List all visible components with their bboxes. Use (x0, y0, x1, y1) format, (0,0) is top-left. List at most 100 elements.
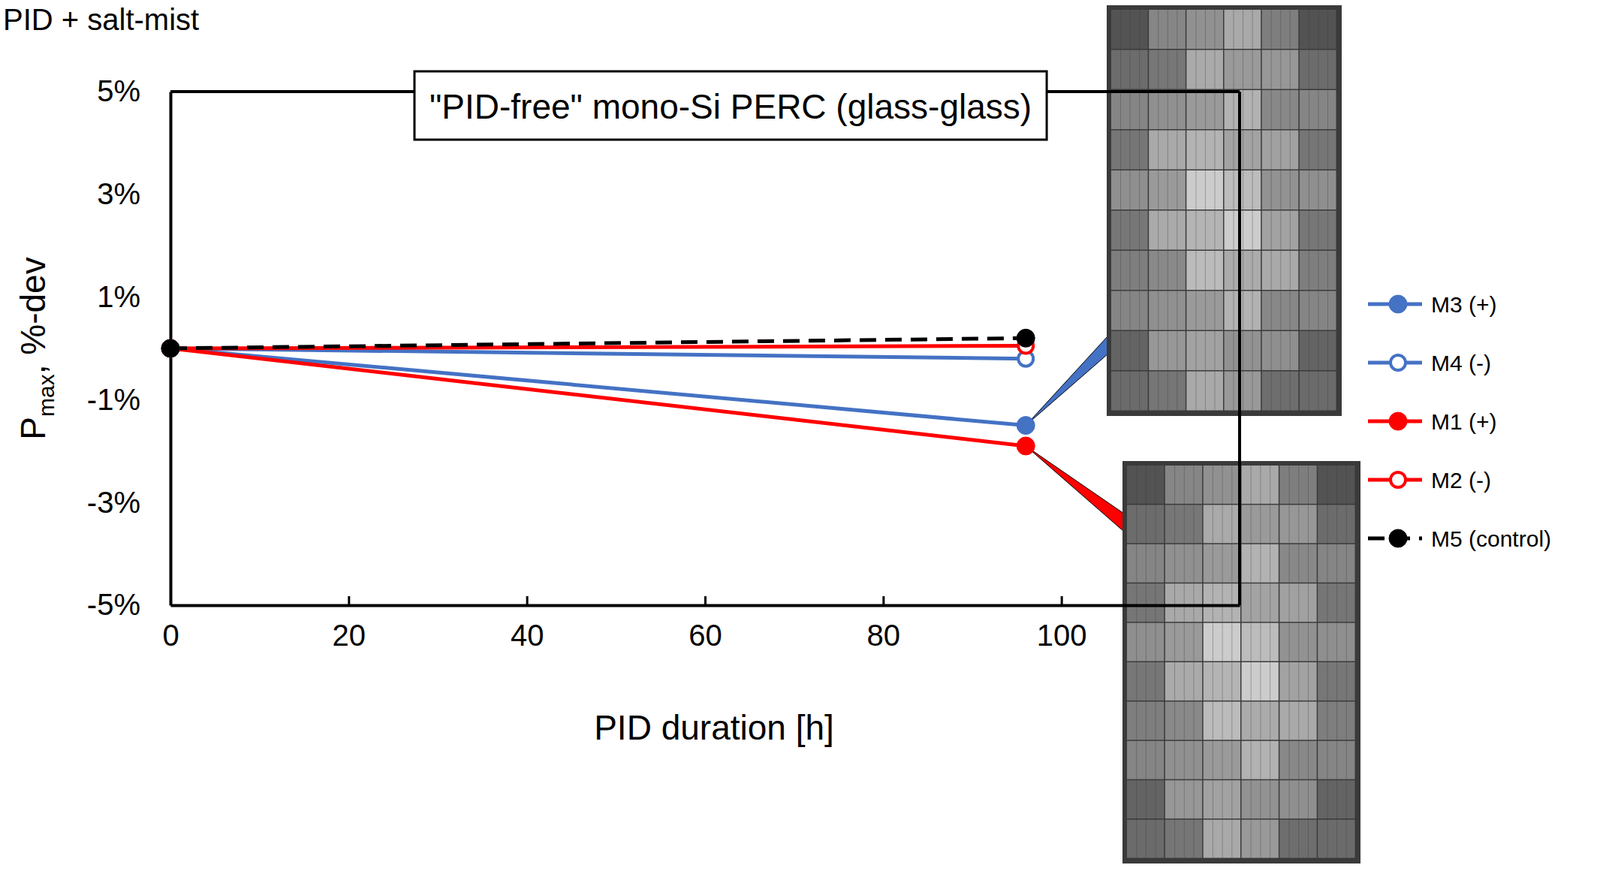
el-finger (1308, 250, 1310, 290)
el-finger (1214, 250, 1215, 290)
el-finger (1214, 50, 1215, 90)
el-finger (1271, 170, 1272, 210)
el-cell (1126, 465, 1164, 504)
el-finger (1167, 50, 1169, 90)
el-cell (1126, 662, 1164, 701)
el-finger (1298, 701, 1299, 740)
el-finger (1155, 544, 1157, 583)
legend-label: M2 (-) (1431, 467, 1492, 493)
el-cell (1279, 623, 1317, 662)
el-finger (1176, 130, 1178, 170)
el-cell (1165, 662, 1203, 701)
el-finger (1195, 9, 1197, 49)
el-finger (1242, 9, 1244, 49)
legend-label: M5 (control) (1431, 526, 1552, 552)
el-finger (1298, 465, 1299, 504)
el-finger (1174, 701, 1176, 740)
el-finger (1326, 465, 1328, 504)
el-finger (1176, 90, 1178, 130)
el-cell (1111, 291, 1149, 331)
legend-marker (1389, 412, 1408, 431)
el-cell (1224, 130, 1262, 170)
el-finger (1157, 130, 1159, 170)
el-cell (1317, 544, 1355, 583)
el-finger (1317, 9, 1319, 49)
el-finger (1120, 90, 1121, 130)
el-finger (1271, 50, 1272, 90)
el-finger (1242, 170, 1244, 210)
el-finger (1307, 583, 1309, 622)
el-finger (1289, 291, 1291, 331)
el-cell (1126, 544, 1164, 583)
el-finger (1327, 130, 1329, 170)
el-finger (1214, 291, 1215, 331)
y-tick: -1% (87, 382, 171, 416)
el-cell (1111, 210, 1149, 251)
el-finger (1205, 90, 1206, 130)
el-cell (1279, 662, 1317, 701)
el-finger (1205, 130, 1206, 170)
el-finger (1271, 331, 1272, 371)
x-tick-mark (526, 596, 529, 606)
el-finger (1346, 544, 1347, 583)
el-cell (1186, 9, 1224, 49)
el-finger (1212, 583, 1214, 622)
y-tick: 5% (96, 74, 171, 108)
y-tick-label: -3% (87, 485, 141, 519)
el-finger (1289, 662, 1290, 701)
el-finger (1242, 371, 1244, 411)
el-finger (1212, 780, 1214, 819)
el-finger (1259, 465, 1261, 504)
el-finger (1195, 291, 1197, 331)
el-cell (1165, 504, 1203, 543)
el-finger (1120, 130, 1121, 170)
el-cell (1299, 9, 1337, 49)
chart: 020406080100-5%-3%-1%1%3%5%PID duration … (0, 0, 1600, 871)
el-finger (1174, 465, 1176, 504)
el-finger (1271, 210, 1272, 251)
el-finger (1205, 250, 1206, 290)
x-tick-mark (882, 596, 885, 606)
el-finger (1326, 623, 1328, 662)
el-finger (1250, 819, 1252, 859)
el-finger (1336, 819, 1338, 859)
el-cell (1224, 210, 1262, 251)
el-finger (1317, 331, 1319, 371)
el-cell (1148, 371, 1186, 411)
el-finger (1336, 544, 1338, 583)
x-axis: 020406080100 (162, 596, 1240, 652)
el-finger (1193, 701, 1194, 740)
el-finger (1214, 331, 1215, 371)
el-finger (1193, 544, 1194, 583)
el-finger (1231, 465, 1233, 504)
el-cell (1262, 250, 1299, 290)
el-finger (1135, 583, 1137, 622)
el-cell (1148, 170, 1186, 210)
el-finger (1250, 701, 1252, 740)
leader (1025, 335, 1109, 426)
el-cell (1241, 465, 1279, 504)
el-cell (1148, 90, 1186, 130)
el-finger (1259, 741, 1261, 780)
el-finger (1317, 250, 1319, 290)
el-finger (1157, 331, 1159, 371)
el-cell (1148, 250, 1186, 290)
el-finger (1184, 701, 1185, 740)
el-cell (1126, 504, 1164, 543)
el-image (1122, 461, 1361, 864)
el-finger (1214, 170, 1215, 210)
el-finger (1269, 583, 1271, 622)
el-finger (1233, 9, 1235, 49)
el-finger (1259, 662, 1261, 701)
el-finger (1346, 780, 1347, 819)
el-finger (1135, 701, 1137, 740)
el-cell (1317, 662, 1355, 701)
el-cell (1262, 90, 1299, 130)
y-tick-label: -5% (87, 587, 141, 621)
el-finger (1155, 465, 1157, 504)
el-cell (1262, 291, 1299, 331)
el-finger (1289, 741, 1290, 780)
el-finger (1212, 662, 1214, 701)
el-finger (1157, 9, 1159, 49)
el-finger (1308, 371, 1310, 411)
